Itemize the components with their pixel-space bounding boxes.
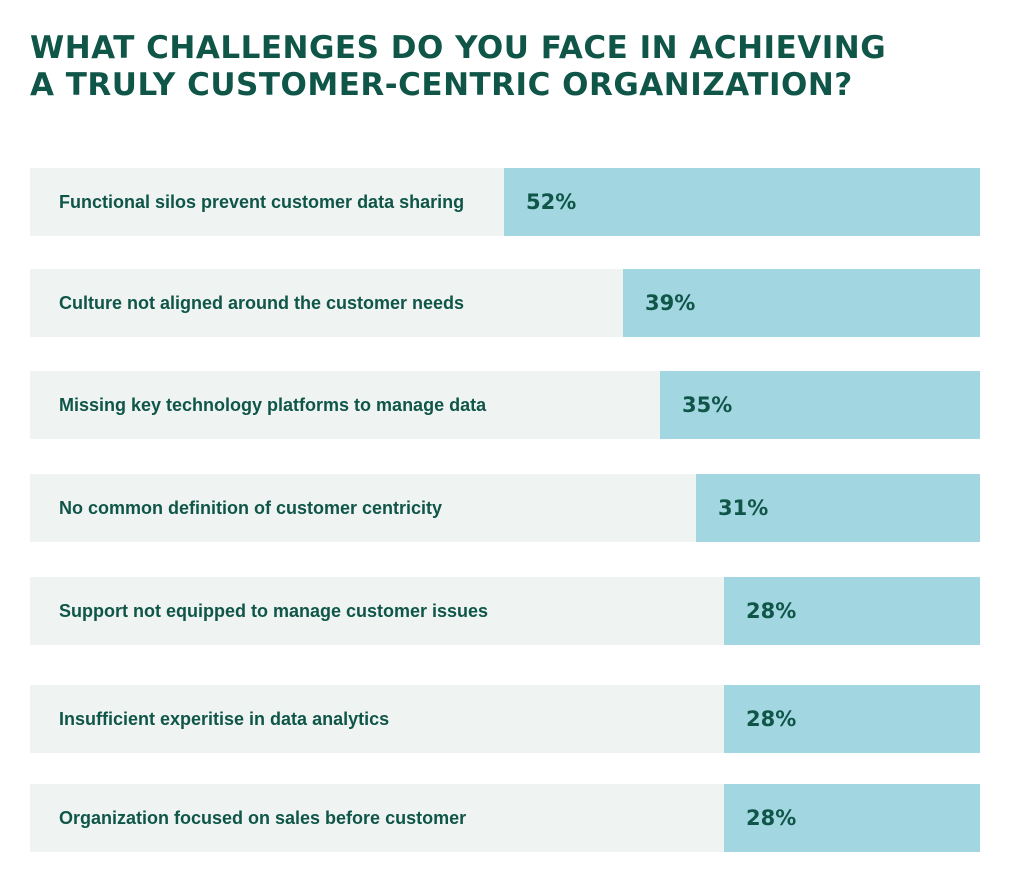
value-label: 28%: [746, 599, 797, 623]
bar: [696, 474, 980, 542]
bar: [660, 371, 980, 439]
value-label: 39%: [645, 291, 696, 315]
value-label: 28%: [746, 707, 797, 731]
bar-row: Insufficient experitise in data analytic…: [30, 685, 980, 753]
chart-title: WHAT CHALLENGES DO YOU FACE IN ACHIEVING…: [30, 30, 886, 104]
bar-row: No common definition of customer centric…: [30, 474, 980, 542]
bar-row: Support not equipped to manage customer …: [30, 577, 980, 645]
category-label: Organization focused on sales before cus…: [59, 807, 467, 828]
chart-title-line-1: WHAT CHALLENGES DO YOU FACE IN ACHIEVING: [30, 30, 887, 66]
bar: [504, 168, 980, 236]
bar-row: Functional silos prevent customer data s…: [30, 168, 980, 236]
category-label: Culture not aligned around the customer …: [59, 292, 465, 313]
bar: [724, 685, 980, 753]
bar: [724, 577, 980, 645]
category-label: Functional silos prevent customer data s…: [59, 191, 465, 212]
bar: [623, 269, 980, 337]
bar-row: Organization focused on sales before cus…: [30, 784, 980, 852]
category-label: No common definition of customer centric…: [59, 497, 443, 518]
category-label: Support not equipped to manage customer …: [59, 600, 489, 621]
value-label: 28%: [746, 806, 797, 830]
bar-row: Missing key technology platforms to mana…: [30, 371, 980, 439]
value-label: 31%: [718, 496, 769, 520]
chart-title-line-2: A TRULY CUSTOMER-CENTRIC ORGANIZATION?: [30, 67, 853, 103]
category-label: Insufficient experitise in data analytic…: [59, 708, 390, 729]
value-label: 52%: [526, 190, 577, 214]
value-label: 35%: [682, 393, 733, 417]
category-label: Missing key technology platforms to mana…: [59, 394, 487, 415]
bar: [724, 784, 980, 852]
bar-row: Culture not aligned around the customer …: [30, 269, 980, 337]
